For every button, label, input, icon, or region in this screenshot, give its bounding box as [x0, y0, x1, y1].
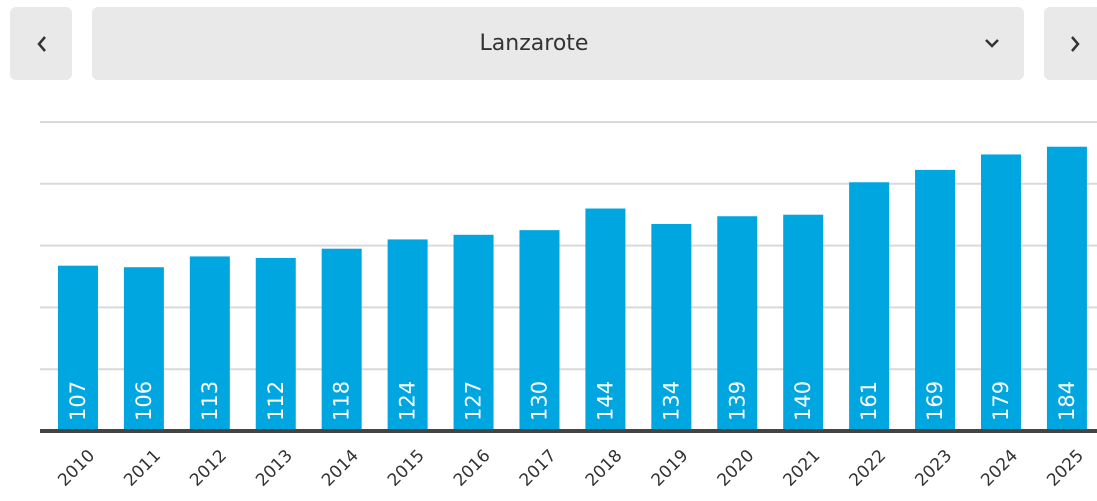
dropdown[interactable] [92, 7, 1024, 80]
bar [453, 234, 494, 431]
value-label: 139 [725, 381, 749, 421]
bar [717, 216, 758, 431]
dropdown-icon [985, 39, 999, 48]
value-label: 127 [462, 381, 486, 421]
value-label: 134 [659, 381, 683, 421]
x-tick-label: 2010 [54, 446, 99, 491]
value-label: 184 [1055, 381, 1079, 421]
value-label: 113 [198, 381, 222, 421]
x-tick-label: 2016 [450, 446, 495, 491]
bar [980, 154, 1021, 431]
dropdown-label: Lanzarote [480, 31, 589, 56]
value-label: 112 [264, 381, 288, 421]
bar [123, 267, 164, 431]
value-label: 144 [593, 381, 617, 421]
x-tick-label: 2024 [977, 446, 1022, 491]
bar [321, 248, 362, 431]
bar [519, 230, 560, 431]
x-tick-label: 2011 [120, 446, 165, 491]
value-label: 107 [66, 381, 90, 421]
bar [651, 223, 692, 431]
bar [387, 239, 428, 431]
next-button[interactable] [1044, 7, 1097, 80]
bar [849, 182, 890, 431]
x-tick-label: 2020 [714, 446, 759, 491]
bar [189, 256, 230, 431]
bar [57, 265, 98, 431]
x-tick-label: 2018 [582, 446, 627, 491]
x-tick-label: 2022 [845, 446, 890, 491]
value-label: 169 [923, 381, 947, 421]
bar [255, 257, 296, 431]
bar [585, 208, 626, 431]
value-label: 179 [989, 381, 1013, 421]
bar [1046, 146, 1087, 431]
prev-icon [37, 36, 46, 52]
bar [915, 169, 956, 431]
x-tick-label: 2025 [1043, 446, 1088, 491]
x-tick-label: 2017 [516, 446, 561, 491]
value-label: 140 [791, 381, 815, 421]
x-tick-label: 2019 [648, 446, 693, 491]
x-tick-label: 2021 [780, 446, 825, 491]
value-label: 130 [527, 381, 551, 421]
value-label: 124 [396, 381, 420, 421]
x-tick-label: 2023 [911, 446, 956, 491]
x-tick-label: 2015 [384, 446, 429, 491]
x-tick-label: 2012 [186, 446, 231, 491]
value-label: 161 [857, 381, 881, 421]
next-icon [1071, 36, 1080, 52]
bar [783, 214, 824, 431]
value-label: 106 [132, 381, 156, 421]
value-label: 118 [330, 381, 354, 421]
x-tick-label: 2014 [318, 446, 363, 491]
x-tick-label: 2013 [252, 446, 297, 491]
